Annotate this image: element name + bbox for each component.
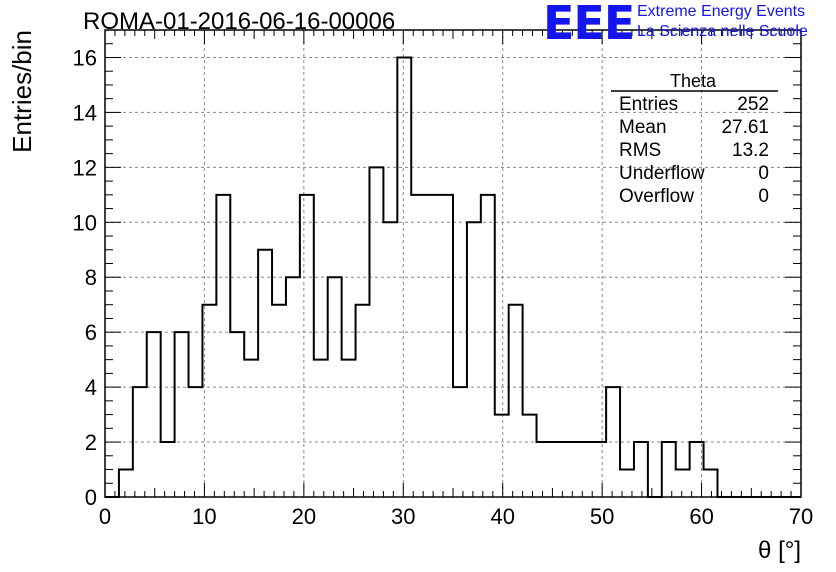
y-tick-label: 2 bbox=[85, 430, 97, 455]
y-tick-label: 16 bbox=[73, 45, 97, 70]
x-tick-label: 0 bbox=[99, 504, 111, 529]
brand-line-2: La Scienza nelle Scuole bbox=[637, 23, 808, 40]
stats-value: 0 bbox=[758, 163, 769, 184]
x-tick-label: 30 bbox=[391, 504, 415, 529]
x-tick-label: 40 bbox=[490, 504, 514, 529]
histogram-bin bbox=[634, 442, 648, 497]
histogram-bin bbox=[564, 442, 578, 497]
histogram-bin bbox=[314, 360, 328, 497]
stats-label: RMS bbox=[619, 140, 661, 161]
y-tick-label: 0 bbox=[85, 485, 97, 510]
histogram-bin bbox=[578, 442, 592, 497]
histogram-line bbox=[105, 56, 801, 498]
y-tick-label: 6 bbox=[85, 320, 97, 345]
stats-label: Entries bbox=[619, 94, 678, 115]
histogram-bin bbox=[356, 305, 370, 497]
histogram-bin bbox=[216, 195, 230, 497]
stats-value: 0 bbox=[758, 186, 769, 207]
x-axis-label: θ [°] bbox=[758, 537, 801, 564]
x-tick-label: 20 bbox=[292, 504, 316, 529]
y-axis-label: Entries/bin bbox=[7, 30, 37, 153]
histogram-bin bbox=[258, 250, 272, 497]
histogram-bin bbox=[467, 222, 481, 497]
histogram-bin bbox=[592, 442, 606, 497]
stats-title: Theta bbox=[670, 71, 717, 91]
x-tick-label: 10 bbox=[192, 504, 216, 529]
x-tick-label: 50 bbox=[590, 504, 614, 529]
y-tick-label: 10 bbox=[73, 210, 97, 235]
y-tick-label: 8 bbox=[85, 265, 97, 290]
y-tick-label: 4 bbox=[85, 375, 97, 400]
stats-value: 27.61 bbox=[721, 117, 769, 138]
x-tick-label: 70 bbox=[789, 504, 813, 529]
stats-value: 252 bbox=[737, 94, 769, 115]
stats-label: Underflow bbox=[619, 163, 705, 184]
histogram-bin bbox=[509, 305, 523, 497]
histogram-bin bbox=[244, 360, 258, 497]
stats-label: Overflow bbox=[619, 186, 694, 207]
histogram-bin bbox=[272, 305, 286, 497]
histogram-bin bbox=[119, 470, 133, 497]
histogram-bin bbox=[662, 442, 676, 497]
histogram-bin bbox=[523, 415, 537, 497]
histogram-bin bbox=[439, 195, 453, 497]
histogram-bin bbox=[704, 470, 718, 497]
histogram-bin bbox=[676, 470, 690, 497]
histogram-bin bbox=[133, 387, 147, 497]
stats-value: 13.2 bbox=[732, 140, 769, 161]
x-tick-label: 60 bbox=[689, 504, 713, 529]
eee-logo: EEE bbox=[543, 0, 635, 50]
stats-label: Mean bbox=[619, 117, 667, 138]
histogram-bin bbox=[495, 415, 509, 497]
histogram-bin bbox=[411, 195, 425, 497]
histogram-bin bbox=[230, 332, 244, 497]
histogram-bin bbox=[342, 360, 356, 497]
brand-line-1: Extreme Energy Events bbox=[637, 3, 806, 20]
histogram-bin bbox=[147, 332, 161, 497]
histogram-bin bbox=[481, 195, 495, 497]
histogram-bin bbox=[537, 442, 551, 497]
y-tick-label: 12 bbox=[73, 155, 97, 180]
histogram-bin bbox=[300, 195, 314, 497]
histogram-bin bbox=[175, 332, 189, 497]
histogram-bin bbox=[161, 442, 175, 497]
histogram-bin bbox=[383, 222, 397, 497]
histogram-bin bbox=[425, 195, 439, 497]
chart-title: ROMA-01-2016-06-16-00006 bbox=[83, 8, 396, 35]
y-tick-label: 14 bbox=[73, 100, 97, 125]
